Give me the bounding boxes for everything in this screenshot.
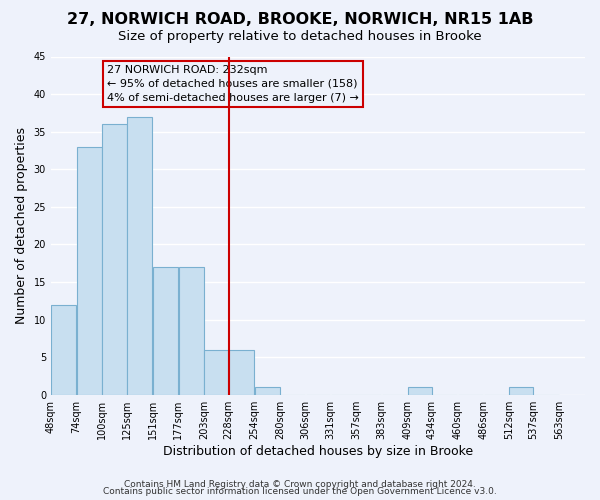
Bar — [51, 304, 76, 394]
Bar — [127, 116, 152, 394]
Bar — [509, 387, 533, 394]
Bar — [153, 267, 178, 394]
Bar — [103, 124, 127, 394]
Text: 27, NORWICH ROAD, BROOKE, NORWICH, NR15 1AB: 27, NORWICH ROAD, BROOKE, NORWICH, NR15 … — [67, 12, 533, 28]
Bar — [179, 267, 203, 394]
Text: 27 NORWICH ROAD: 232sqm
← 95% of detached houses are smaller (158)
4% of semi-de: 27 NORWICH ROAD: 232sqm ← 95% of detache… — [107, 65, 359, 103]
Bar — [77, 146, 102, 394]
Bar — [204, 350, 229, 395]
Bar — [407, 387, 432, 394]
Text: Contains public sector information licensed under the Open Government Licence v3: Contains public sector information licen… — [103, 487, 497, 496]
Bar — [254, 387, 280, 394]
Bar — [229, 350, 254, 395]
X-axis label: Distribution of detached houses by size in Brooke: Distribution of detached houses by size … — [163, 444, 473, 458]
Text: Size of property relative to detached houses in Brooke: Size of property relative to detached ho… — [118, 30, 482, 43]
Text: Contains HM Land Registry data © Crown copyright and database right 2024.: Contains HM Land Registry data © Crown c… — [124, 480, 476, 489]
Y-axis label: Number of detached properties: Number of detached properties — [15, 127, 28, 324]
